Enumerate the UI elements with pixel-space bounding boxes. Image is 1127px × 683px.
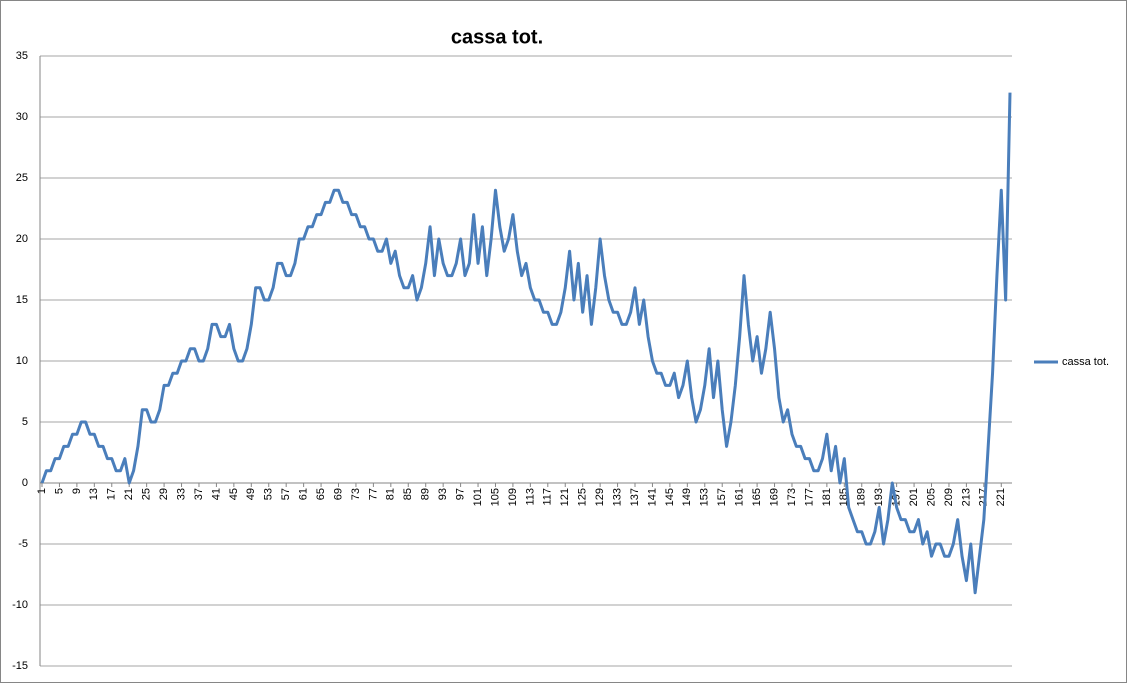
x-tick-label: 49 [245,488,257,500]
x-tick-label: 45 [228,488,240,500]
x-tick-label: 177 [803,488,815,506]
x-tick-label: 113 [524,488,536,506]
y-tick-label: 30 [16,111,28,123]
y-tick-label: 25 [16,172,28,184]
x-tick-label: 61 [298,488,310,500]
x-tick-label: 13 [88,488,100,500]
x-tick-label: 173 [786,488,798,506]
x-tick-label: 153 [699,488,711,506]
x-tick-label: 29 [158,488,170,500]
x-tick-label: 109 [507,488,519,506]
x-tick-label: 105 [489,488,501,506]
x-tick-label: 157 [716,488,728,506]
x-tick-label: 9 [71,488,83,494]
x-tick-label: 169 [768,488,780,506]
x-tick-label: 221 [995,488,1007,506]
x-tick-label: 201 [908,488,920,506]
x-tick-label: 57 [280,488,292,500]
y-tick-label: 35 [16,50,28,62]
x-tick-label: 149 [681,488,693,506]
data-line [40,92,1012,595]
x-tick-label: 129 [594,488,606,506]
y-tick-label: -5 [18,538,28,550]
x-tick-label: 205 [925,488,937,506]
y-tick-label: -15 [12,660,28,672]
y-tick-label: 15 [16,294,28,306]
x-tick-label: 17 [106,488,118,500]
y-tick-label: 10 [16,355,28,367]
y-tick-label: 5 [22,416,28,428]
x-tick-label: 77 [367,488,379,500]
x-tick-label: 93 [437,488,449,500]
x-tick-label: 21 [123,488,135,500]
x-tick-label: 125 [577,488,589,506]
x-tick-label: 25 [141,488,153,500]
x-tick-label: 97 [455,488,467,500]
y-tick-label: -10 [12,599,28,611]
x-tick-label: 181 [821,488,833,506]
x-tick-label: 189 [856,488,868,506]
x-tick-label: 1 [36,488,48,494]
x-tick-label: 161 [734,488,746,506]
chart-title: cassa tot. [451,26,543,48]
x-tick-label: 117 [542,488,554,506]
x-tick-label: 69 [332,488,344,500]
y-tick-label: 20 [16,233,28,245]
legend-label: cassa tot. [1062,356,1109,368]
x-tick-label: 101 [472,488,484,506]
x-tick-label: 5 [53,488,65,494]
x-tick-label: 133 [611,488,623,506]
x-tick-label: 65 [315,488,327,500]
x-tick-label: 137 [629,488,641,506]
x-tick-label: 41 [210,488,222,500]
x-tick-label: 121 [559,488,571,506]
x-tick-label: 209 [943,488,955,506]
x-tick-label: 89 [420,488,432,500]
x-tick-label: 213 [960,488,972,506]
x-tick-label: 85 [402,488,414,500]
x-tick-label: 33 [175,488,187,500]
x-tick-label: 165 [751,488,763,506]
x-tick-label: 141 [646,488,658,506]
x-tick-label: 193 [873,488,885,506]
x-tick-label: 73 [350,488,362,500]
x-tick-label: 145 [664,488,676,506]
x-tick-label: 53 [263,488,275,500]
x-tick-label: 81 [385,488,397,500]
y-tick-label: 0 [22,477,28,489]
x-tick-label: 37 [193,488,205,500]
